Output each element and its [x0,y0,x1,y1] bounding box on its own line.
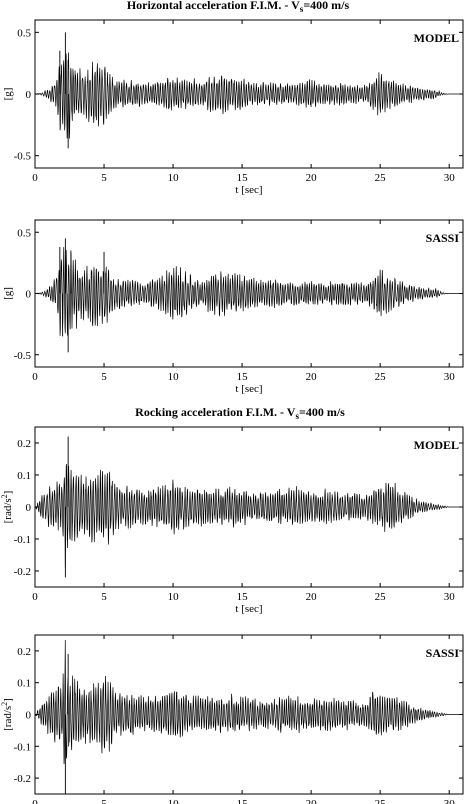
x-tick-label: 10 [168,798,180,804]
x-tick-label: 0 [32,591,38,603]
x-tick-label: 30 [444,371,456,383]
x-tick-label: 30 [444,591,456,603]
panel-tag: SASSI [426,646,460,660]
y-tick-label: -0.1 [14,534,31,546]
x-tick-label: 5 [101,172,107,184]
y-tick-label: 0.5 [17,27,31,39]
x-tick-label: 5 [101,591,107,603]
y-tick-label: 0.2 [17,438,31,450]
x-tick-label: 0 [32,798,38,804]
y-tick-label: 0.1 [17,470,31,482]
panel-tag: SASSI [426,231,460,245]
y-tick-label: 0 [26,502,32,514]
x-tick-label: 5 [101,371,107,383]
y-tick-label: 0.5 [17,227,31,239]
panel-horizontal-sassi: 0 5 10 15 20 25 300.50-0.5t [sec][g]SASSI [2,219,464,395]
panel-rocking-model: 0 5 10 15 20 25 30 0.2 0.1 0 -0.1 -0.2 t [sec] [rad/s… [0,426,464,615]
y-tick-label: -0.1 [14,741,31,753]
x-tick-label: 0 [32,172,38,184]
x-axis-label: t [sec] [235,603,262,615]
y-axis-label: [g] [2,287,14,300]
y-tick-label: 0 [26,89,32,101]
y-tick-label: -0.2 [14,773,31,785]
y-tick-label: -0.5 [14,350,32,362]
x-tick-label: 0 [32,371,38,383]
x-axis-label: t [sec] [235,184,262,196]
y-axis-label: [rad/s2] [0,491,14,524]
x-tick-label: 25 [375,172,387,184]
x-tick-label: 10 [168,172,180,184]
acceleration-trace [34,247,463,336]
y-tick-label: 0 [26,289,32,301]
y-tick-label: 0 [26,710,32,722]
x-tick-label: 20 [306,172,318,184]
y-axis-label: [rad/s2] [0,698,14,731]
x-tick-label: 15 [237,172,249,184]
y-axis-label: [g] [2,88,14,101]
x-tick-label: 5 [101,798,107,804]
panel-tag: MODEL [414,438,459,452]
x-tick-label: 20 [306,591,318,603]
panel-tag: MODEL [414,31,459,45]
x-tick-label: 20 [306,371,318,383]
x-tick-label: 30 [444,798,456,804]
x-tick-label: 15 [237,798,249,804]
x-tick-label: 30 [444,172,456,184]
x-tick-label: 15 [237,591,249,603]
x-axis-label: t [sec] [235,383,262,395]
acceleration-trace [34,639,463,765]
rocking-title: Rocking acceleration F.I.M. - Vs=400 m/s [135,405,345,421]
y-tick-label: 0.1 [17,678,31,690]
x-tick-label: 10 [168,591,180,603]
acceleration-trace [34,463,463,568]
x-tick-label: 25 [375,371,387,383]
x-tick-label: 25 [375,798,387,804]
x-tick-label: 10 [168,371,180,383]
y-tick-label: -0.5 [14,151,32,163]
horizontal-title: Horizontal acceleration F.I.M. - Vs=400 … [127,0,350,14]
y-tick-label: -0.2 [14,566,31,578]
acceleration-trace [34,52,463,139]
x-tick-label: 20 [306,798,318,804]
x-tick-label: 25 [375,591,387,603]
x-tick-label: 15 [237,371,249,383]
panel-horizontal-model: 0 5 10 15 20 25 300.50-0.5t [sec][g]MODEL [2,19,464,196]
y-tick-label: 0.2 [17,646,31,658]
